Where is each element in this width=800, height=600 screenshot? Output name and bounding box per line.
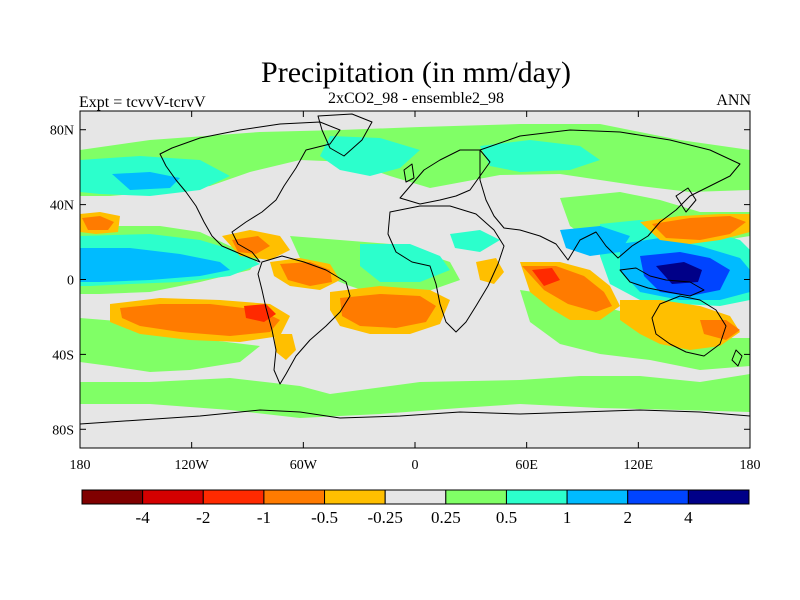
coast-greenland	[317, 113, 373, 157]
field-cyan-north-europe	[480, 140, 600, 172]
field-cyan-north-atlantic	[320, 136, 420, 176]
lat-tick-label: 80N	[50, 124, 74, 139]
colorbar-swatch	[81, 489, 144, 505]
coast-asia	[479, 129, 741, 261]
field-red-indian-ocean	[532, 268, 560, 286]
colorbar-swatch	[324, 489, 386, 505]
field-orange-west-pacific-north	[82, 216, 114, 230]
coast-antarctica	[80, 409, 750, 425]
colorbar-swatch	[505, 489, 568, 505]
field-yellow-south-america-south	[274, 334, 296, 360]
lon-tick-label: 60E	[515, 458, 538, 473]
season-label: ANN	[716, 92, 751, 109]
colorbar-label: -0.25	[367, 508, 402, 527]
colorbar-label: 2	[623, 508, 632, 527]
lat-tick-label: 40N	[50, 199, 74, 214]
colorbar-swatch	[384, 489, 447, 505]
field-cyan-atlantic	[360, 244, 450, 282]
coast-indonesia	[619, 267, 705, 297]
field-yellow-australia	[620, 300, 740, 350]
precipitation-fields	[80, 124, 750, 418]
plot-title: Precipitation (in mm/day)	[261, 56, 571, 89]
lon-tick-label: 0	[412, 458, 419, 473]
field-green-southern-belt	[80, 374, 750, 418]
experiment-label: Expt = tcvvV-tcrvV	[79, 94, 206, 111]
colorbar-label: 0.5	[496, 508, 517, 527]
lon-tick-label: 60W	[290, 458, 318, 473]
map-panel	[80, 111, 750, 448]
field-blue-bay-of-bengal	[560, 226, 630, 256]
colorbar-swatch	[202, 489, 265, 505]
coast-australia	[651, 295, 727, 357]
field-orange-caribbean	[232, 236, 270, 254]
lat-tick-label: 80S	[52, 423, 74, 438]
field-blue-east-pacific	[80, 248, 230, 282]
colorbar-label: -1	[257, 508, 271, 527]
field-orange-amazon	[280, 262, 332, 286]
colorbar-swatch	[263, 489, 326, 505]
colorbar-swatch	[142, 489, 204, 505]
field-green-north-atlantic	[80, 124, 750, 196]
colorbar	[81, 489, 750, 505]
colorbar-swatch	[445, 489, 507, 505]
field-green-south-pacific	[80, 318, 260, 372]
colorbar-label: -0.5	[311, 508, 338, 527]
colorbar-swatch	[566, 489, 629, 505]
lon-tick-label: 120W	[175, 458, 210, 473]
lat-tick-label: 40S	[52, 348, 74, 363]
colorbar-label: -4	[136, 508, 151, 527]
lon-tick-label: 180	[70, 458, 91, 473]
colorbar-label: 4	[684, 508, 693, 527]
coast-europe	[399, 149, 491, 205]
field-yellow-east-africa	[476, 258, 504, 284]
field-orange-south-atlantic	[340, 294, 436, 328]
lat-tick-label: 0	[67, 274, 74, 289]
coast-new-zealand	[731, 349, 743, 367]
field-orange-south-pacific	[120, 304, 280, 336]
field-orange-west-pacific	[652, 216, 746, 240]
lon-tick-label: 180	[740, 458, 761, 473]
coast-uk	[403, 163, 415, 183]
coast-japan	[675, 187, 697, 213]
longitude-ticks: 180 120W 60W 0 60E 120E 180	[70, 111, 761, 473]
field-cyan-africa	[450, 230, 500, 252]
colorbar-swatch	[627, 489, 689, 505]
coast-south-america	[257, 255, 351, 385]
colorbar-swatch	[687, 489, 750, 505]
field-blue-north-pacific	[112, 172, 180, 190]
colorbar-label: 1	[563, 508, 572, 527]
colorbar-label: -2	[196, 508, 210, 527]
coastlines	[80, 113, 750, 425]
field-red-south-pacific	[244, 304, 276, 322]
colorbar-label: 0.25	[431, 508, 461, 527]
case-label: 2xCO2_98 - ensemble2_98	[328, 90, 504, 107]
field-orange-australia-coast	[700, 320, 740, 340]
coast-africa	[387, 205, 505, 333]
latitude-ticks: 80N 40N 0 40S 80S	[50, 124, 750, 438]
coast-north-america	[159, 121, 341, 263]
field-navy-maritime	[656, 262, 702, 284]
colorbar-labels: -4 -2 -1 -0.5 -0.25 0.25 0.5 1 2 4	[136, 508, 694, 527]
lon-tick-label: 120E	[624, 458, 654, 473]
